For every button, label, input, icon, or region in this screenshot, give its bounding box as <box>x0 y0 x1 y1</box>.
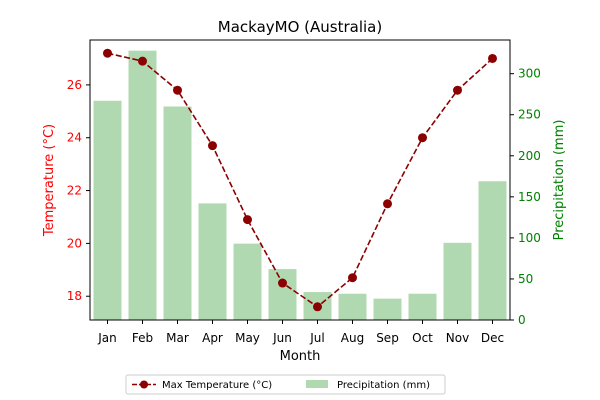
temperature-line <box>103 48 497 312</box>
legend-line-marker <box>140 380 148 389</box>
temperature-point-feb <box>138 56 147 66</box>
right-tick-label: 150 <box>518 190 541 204</box>
left-y-axis: 18 20 22 24 26 <box>67 78 90 303</box>
temperature-point-jan <box>103 48 112 58</box>
right-tick-label: 0 <box>518 313 526 327</box>
x-tick-label: Aug <box>341 331 364 345</box>
right-tick-label: 300 <box>518 67 541 81</box>
temperature-point-dec <box>488 53 497 63</box>
temperature-point-jul <box>313 302 322 312</box>
temperature-point-aug <box>348 273 357 283</box>
temperature-point-may <box>243 215 252 225</box>
x-tick-label: Jan <box>97 331 117 345</box>
chart-title: MackayMO (Australia) <box>218 18 382 36</box>
x-tick-label: Mar <box>166 331 189 345</box>
temperature-point-jun <box>278 278 287 288</box>
precipitation-bar-mar <box>163 106 192 321</box>
legend-bar-swatch <box>306 380 328 388</box>
x-tick-label: Apr <box>202 331 223 345</box>
plot-frame <box>89 39 511 321</box>
left-tick-label: 24 <box>67 131 82 145</box>
precipitation-bar-aug <box>338 293 367 320</box>
precipitation-bar-feb <box>128 50 157 320</box>
right-y-axis: 0 50 100 150 200 250 300 <box>510 67 541 327</box>
x-tick-label: Jun <box>272 331 292 345</box>
temperature-point-apr <box>208 141 217 151</box>
left-axis-title: Temperature (°C) <box>42 124 57 237</box>
precipitation-bars <box>93 50 507 321</box>
temperature-point-sep <box>383 199 392 209</box>
temperature-point-mar <box>173 85 182 95</box>
precipitation-bar-sep <box>373 298 402 320</box>
right-tick-label: 200 <box>518 149 541 163</box>
right-axis-title: Precipitation (mm) <box>552 120 567 241</box>
x-axis-title: Month <box>280 349 321 364</box>
precipitation-bar-jan <box>93 100 122 320</box>
right-tick-label: 250 <box>518 108 541 122</box>
x-tick-label: Dec <box>481 331 504 345</box>
x-tick-label: Nov <box>446 331 469 345</box>
precipitation-bar-may <box>233 243 262 320</box>
temperature-point-nov <box>453 85 462 95</box>
x-axis: Jan Feb Mar Apr May Jun Jul Aug Sep Oct Nov Dec <box>97 320 504 345</box>
legend: Max Temperature (°C) Precipitation (mm) <box>125 374 446 395</box>
legend-label-precipitation: Precipitation (mm) <box>337 380 430 391</box>
temperature-series-line <box>107 52 494 308</box>
x-tick-label: May <box>235 331 260 345</box>
x-tick-label: Oct <box>412 331 433 345</box>
left-tick-label: 22 <box>67 184 82 198</box>
precipitation-bar-apr <box>198 203 227 320</box>
precipitation-bar-dec <box>478 181 507 320</box>
precipitation-bar-nov <box>443 242 472 320</box>
right-tick-label: 100 <box>518 231 541 245</box>
precipitation-bar-jun <box>268 269 297 320</box>
precipitation-bar-oct <box>408 293 437 320</box>
x-tick-label: Sep <box>376 331 399 345</box>
x-tick-label: Feb <box>132 331 153 345</box>
left-tick-label: 20 <box>67 236 82 250</box>
x-tick-label: Jul <box>309 331 324 345</box>
left-tick-label: 26 <box>67 78 82 92</box>
legend-box <box>125 374 446 395</box>
right-tick-label: 50 <box>518 272 533 286</box>
temperature-point-oct <box>418 133 427 143</box>
left-tick-label: 18 <box>67 289 82 303</box>
legend-label-temperature: Max Temperature (°C) <box>162 380 272 391</box>
